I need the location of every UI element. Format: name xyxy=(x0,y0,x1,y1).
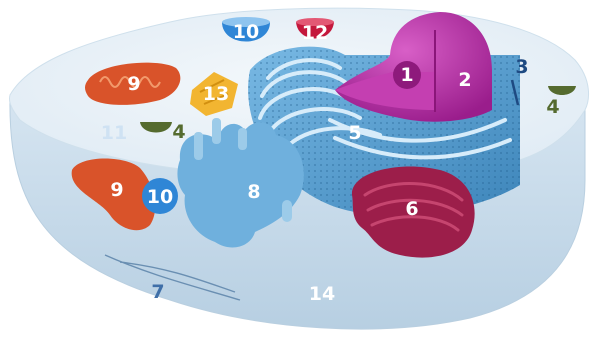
vacuole-top xyxy=(222,22,270,42)
label-smooth-er: 8 xyxy=(247,181,260,203)
vacuole-left xyxy=(142,178,178,214)
lysosome-rim xyxy=(296,18,334,26)
golgi xyxy=(351,166,475,258)
label-rough-er: 5 xyxy=(348,122,361,144)
centrosome xyxy=(190,72,238,116)
label-vacuole-left: 10 xyxy=(147,186,173,208)
label-mitochondrion-bottom: 9 xyxy=(110,179,123,201)
mitochondrion-top xyxy=(85,62,181,105)
label-nucleus: 2 xyxy=(458,69,471,91)
label-centrosome: 13 xyxy=(203,83,229,105)
smooth-er xyxy=(177,118,304,248)
label-golgi: 6 xyxy=(405,198,418,220)
vacuole-top-rim xyxy=(222,17,270,27)
label-ribosome: 3 xyxy=(515,56,528,78)
label-vesicle-left: 4 xyxy=(172,121,185,143)
ribosome-marker xyxy=(510,79,520,106)
nucleolus xyxy=(393,61,421,89)
label-nucleolus: 1 xyxy=(400,64,413,86)
mitochondrion-bottom xyxy=(71,158,156,231)
label-lysosome: 12 xyxy=(302,22,328,44)
vesicle-left xyxy=(140,122,172,133)
label-vesicle-right: 4 xyxy=(546,96,559,118)
lysosome xyxy=(296,22,334,39)
label-cell-membrane: 14 xyxy=(309,283,335,305)
label-mitochondrion-top: 9 xyxy=(127,73,140,95)
label-cytoskeleton: 7 xyxy=(151,281,164,303)
cytoskeleton-lines xyxy=(104,254,241,301)
label-cytosol: 11 xyxy=(101,122,127,144)
vesicle-right xyxy=(548,86,576,95)
label-vacuole-top: 10 xyxy=(233,21,259,43)
